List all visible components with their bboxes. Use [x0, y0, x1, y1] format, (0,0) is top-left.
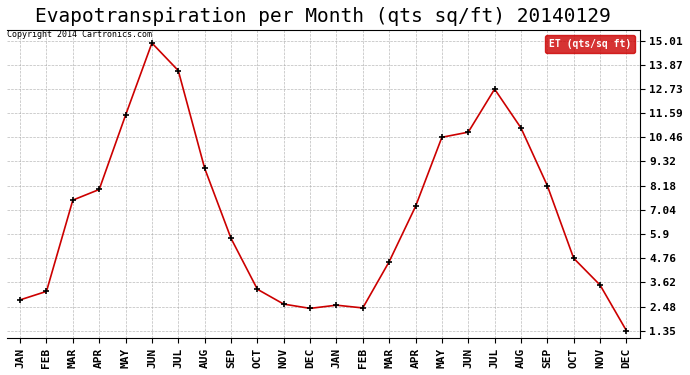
- Text: Copyright 2014 Cartronics.com: Copyright 2014 Cartronics.com: [7, 30, 152, 39]
- Title: Evapotranspiration per Month (qts sq/ft) 20140129: Evapotranspiration per Month (qts sq/ft)…: [35, 7, 611, 26]
- Legend: ET (qts/sq ft): ET (qts/sq ft): [544, 35, 635, 53]
